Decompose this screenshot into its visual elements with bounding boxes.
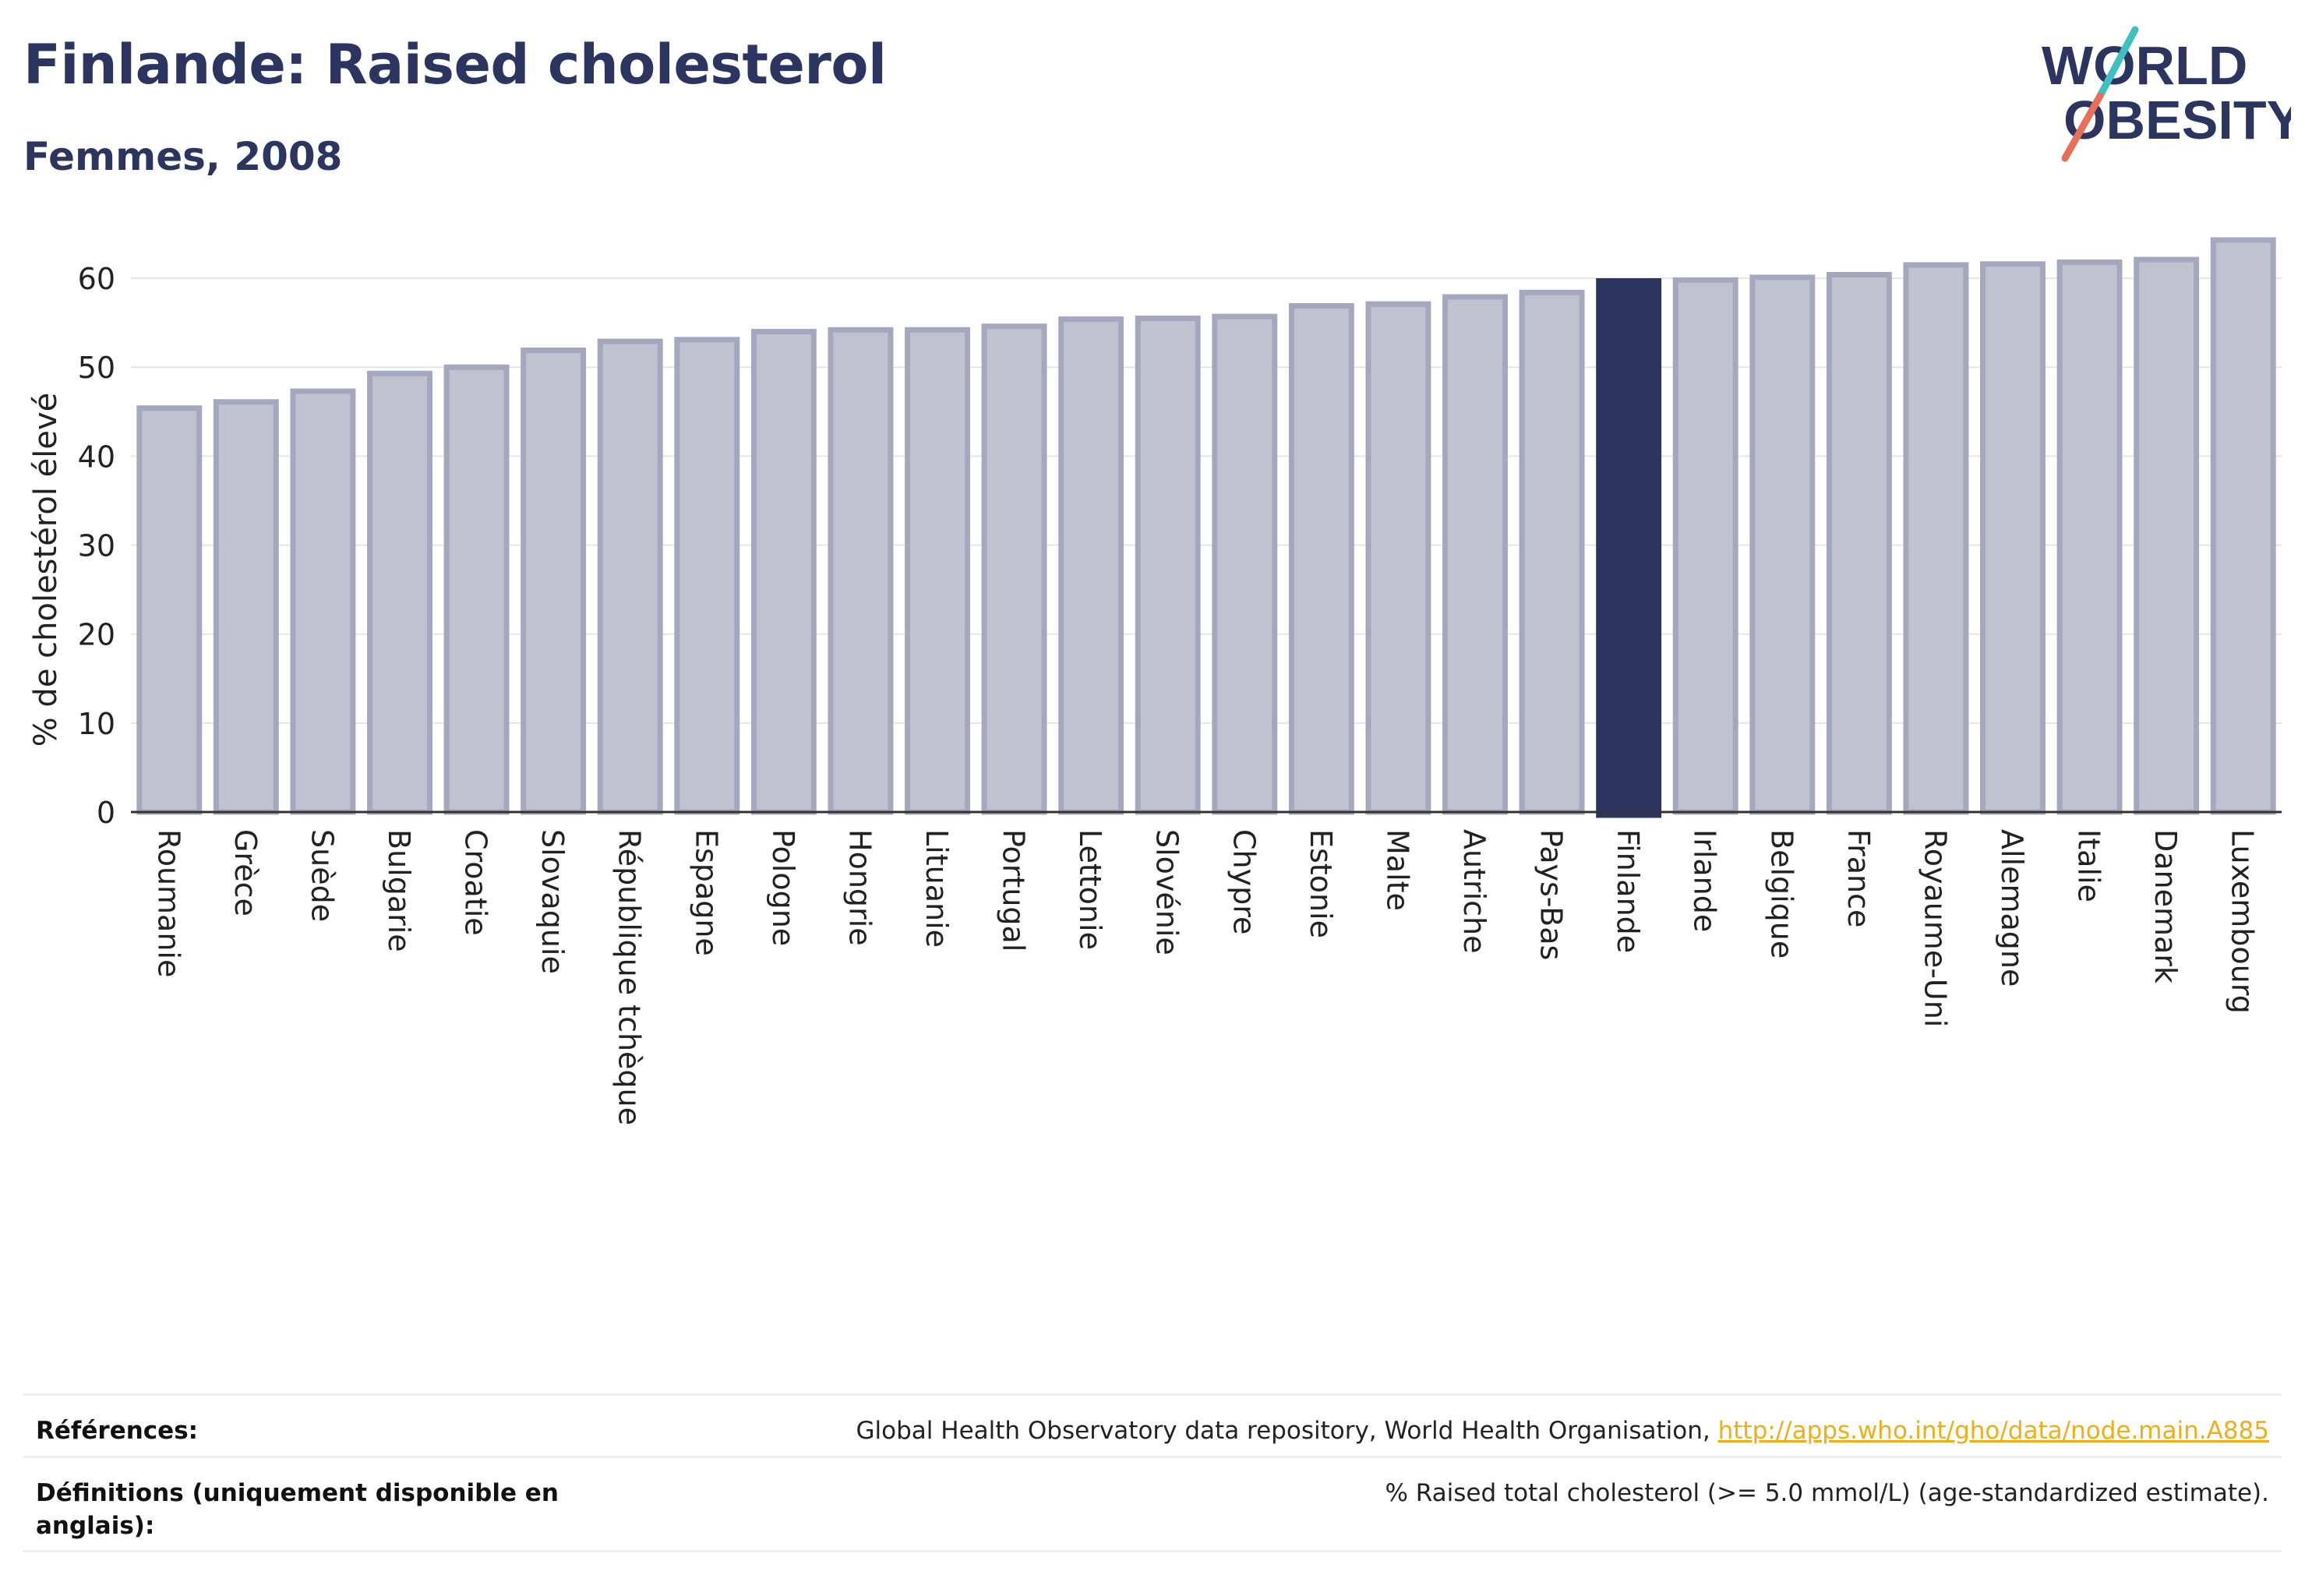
x-tick-label: Royaume-Uni bbox=[1918, 829, 1952, 1027]
bar[interactable] bbox=[1135, 315, 1201, 815]
x-tick-label: Irlande bbox=[1688, 829, 1722, 932]
references-label: Références: bbox=[36, 1417, 199, 1445]
bar-layer bbox=[136, 237, 2276, 818]
x-tick-label: Suède bbox=[305, 829, 339, 922]
bar[interactable] bbox=[828, 327, 894, 815]
bar[interactable] bbox=[981, 323, 1047, 815]
x-tick-label: France bbox=[1841, 829, 1876, 927]
x-tick-label: Italie bbox=[2072, 829, 2106, 902]
x-tick-label: Allemagne bbox=[1995, 829, 2029, 987]
x-tick-label: Roumanie bbox=[151, 829, 185, 977]
definitions-label: Définitions (uniquement disponible en an… bbox=[36, 1479, 559, 1540]
references-value: Global Health Observatory data repositor… bbox=[856, 1414, 2282, 1447]
logo-line-1: WORLD bbox=[2042, 35, 2247, 96]
world-obesity-logo[interactable]: WORLD OBESITY bbox=[2026, 22, 2291, 170]
x-tick-label: Finlande bbox=[1611, 829, 1645, 953]
bar[interactable] bbox=[521, 348, 587, 815]
x-tick-label: Portugal bbox=[997, 829, 1031, 952]
y-tick-label: 50 bbox=[78, 351, 115, 385]
x-tick-label: Lituanie bbox=[920, 829, 954, 948]
references-link[interactable]: http://apps.who.int/gho/data/node.main.A… bbox=[1717, 1417, 2269, 1445]
references-text: Global Health Observatory data repositor… bbox=[856, 1417, 1718, 1445]
x-tick-label: Croatie bbox=[459, 829, 493, 936]
bar[interactable] bbox=[213, 399, 279, 815]
bar[interactable] bbox=[1749, 274, 1816, 815]
definitions-row: Définitions (uniquement disponible en an… bbox=[23, 1456, 2282, 1552]
x-tick-label: Grèce bbox=[228, 829, 263, 916]
definitions-value: % Raised total cholesterol (>= 5.0 mmol/… bbox=[1385, 1479, 2269, 1507]
x-tick-label: Hongrie bbox=[842, 829, 877, 946]
bar[interactable] bbox=[674, 337, 740, 815]
bar[interactable] bbox=[1288, 302, 1354, 815]
bar[interactable] bbox=[1519, 289, 1585, 815]
y-tick-label: 30 bbox=[78, 529, 115, 563]
bar[interactable] bbox=[443, 364, 510, 815]
x-tick-label: République tchèque bbox=[612, 829, 647, 1125]
x-tick-label: Slovénie bbox=[1150, 829, 1184, 955]
bar[interactable] bbox=[2134, 256, 2200, 815]
x-tick-label: Danemark bbox=[2148, 829, 2183, 983]
bar[interactable] bbox=[290, 388, 356, 815]
y-tick-label: 20 bbox=[78, 618, 115, 652]
bar-chart: 0 10 20 30 40 50 60 Roumanie Grèce Suède Bulgarie C… bbox=[28, 237, 2282, 1125]
x-tick-label: Slovaquie bbox=[535, 829, 570, 974]
x-tick-label: Espagne bbox=[689, 829, 723, 956]
bar[interactable] bbox=[2210, 237, 2276, 815]
bar[interactable] bbox=[597, 338, 663, 815]
x-tick-label: Malte bbox=[1380, 829, 1414, 911]
y-axis-label: % de cholestérol élevé bbox=[28, 393, 64, 747]
references-row: Références: Global Health Observatory da… bbox=[23, 1393, 2282, 1456]
y-tick-label: 40 bbox=[78, 440, 115, 474]
bar[interactable] bbox=[136, 405, 203, 815]
chart-title: Finlande: Raised cholesterol bbox=[23, 33, 887, 97]
y-tick-label: 0 bbox=[97, 796, 115, 830]
bar[interactable] bbox=[1903, 262, 1969, 815]
chart-subtitle: Femmes, 2008 bbox=[23, 134, 343, 179]
bar[interactable] bbox=[1058, 316, 1124, 815]
axis-layer: 0 10 20 30 40 50 60 Roumanie Grèce Suède Bulgarie C… bbox=[78, 262, 2282, 1125]
bar[interactable] bbox=[1212, 313, 1278, 815]
bar[interactable] bbox=[1365, 301, 1431, 815]
bar-highlight[interactable] bbox=[1596, 278, 1662, 818]
bar[interactable] bbox=[1672, 277, 1738, 815]
y-tick-label: 60 bbox=[78, 262, 115, 296]
footer-table: Références: Global Health Observatory da… bbox=[23, 1393, 2282, 1552]
x-tick-label: Bulgarie bbox=[382, 829, 416, 952]
x-tick-label: Pays-Bas bbox=[1534, 829, 1569, 960]
bar[interactable] bbox=[1442, 294, 1508, 815]
x-tick-label: Chypre bbox=[1227, 829, 1261, 934]
bar[interactable] bbox=[1826, 272, 1892, 815]
x-tick-label: Pologne bbox=[766, 829, 800, 946]
x-tick-label: Autriche bbox=[1457, 829, 1491, 954]
bar[interactable] bbox=[750, 329, 817, 815]
logo-slash-bottom bbox=[2061, 92, 2104, 162]
bar[interactable] bbox=[1980, 261, 2046, 815]
x-tick-label: Belgique bbox=[1764, 829, 1798, 959]
bar[interactable] bbox=[2056, 260, 2123, 815]
logo-slash-top bbox=[2096, 26, 2139, 100]
bar[interactable] bbox=[367, 370, 432, 815]
y-tick-label: 10 bbox=[78, 707, 115, 741]
x-tick-label: Luxembourg bbox=[2226, 829, 2260, 1014]
x-tick-label: Lettonie bbox=[1073, 829, 1107, 950]
x-tick-label: Estonie bbox=[1304, 829, 1338, 938]
bar[interactable] bbox=[905, 327, 970, 815]
